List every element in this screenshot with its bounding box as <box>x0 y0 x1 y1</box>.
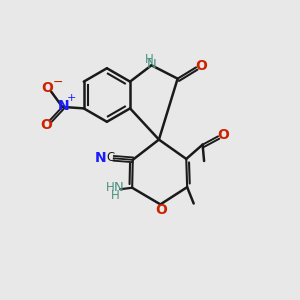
Text: O: O <box>40 118 52 132</box>
Text: +: + <box>67 93 76 103</box>
Text: H: H <box>145 53 154 66</box>
Text: O: O <box>155 203 167 217</box>
Text: O: O <box>41 81 53 95</box>
Text: O: O <box>196 59 207 73</box>
Text: O: O <box>217 128 229 142</box>
Text: N: N <box>58 99 69 113</box>
Text: N: N <box>94 151 106 165</box>
Text: N: N <box>114 181 123 194</box>
Text: −: − <box>52 75 63 88</box>
Text: N: N <box>147 58 157 71</box>
Text: H: H <box>111 189 120 202</box>
Text: C: C <box>106 151 115 164</box>
Text: H: H <box>106 181 115 194</box>
